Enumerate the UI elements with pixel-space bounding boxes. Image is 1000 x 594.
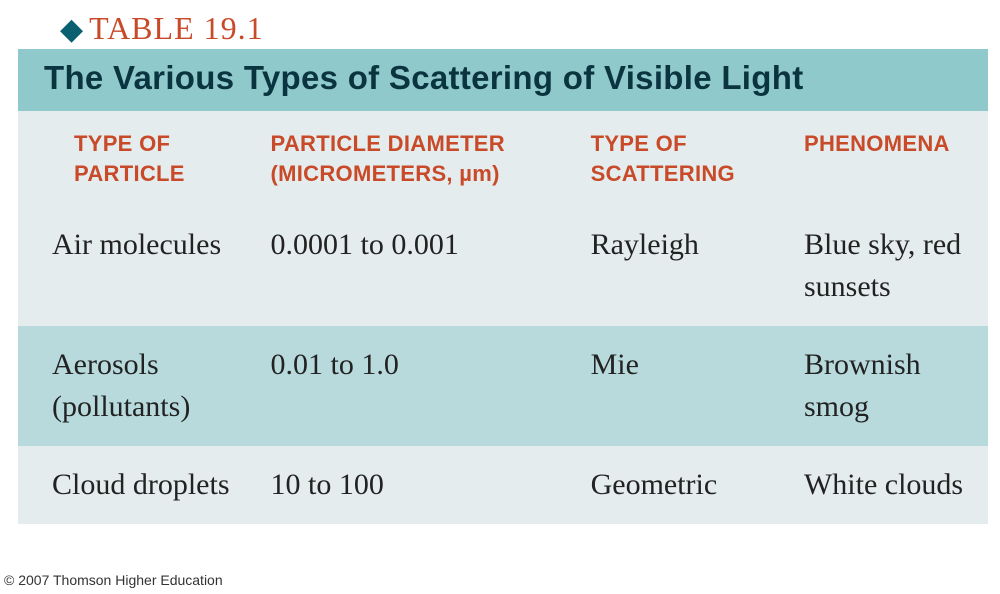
cell-particle: Aerosols (pollutants) (18, 326, 261, 446)
col-header-phenomena: PHENOMENA (794, 111, 988, 206)
cell-scattering: Rayleigh (581, 206, 794, 326)
cell-particle: Cloud droplets (18, 446, 261, 524)
table-row: Air molecules 0.0001 to 0.001 Rayleigh B… (18, 206, 988, 326)
cell-scattering: Mie (581, 326, 794, 446)
col-header-text: SCATTERING (591, 161, 735, 186)
cell-particle: Air molecules (18, 206, 261, 326)
col-header-text: PARTICLE DIAMETER (271, 131, 505, 156)
table-title-bar: The Various Types of Scattering of Visib… (18, 49, 988, 111)
copyright: © 2007 Thomson Higher Education (4, 572, 223, 588)
col-header-text: PHENOMENA (804, 131, 950, 156)
table-row: Aerosols (pollutants) 0.01 to 1.0 Mie Br… (18, 326, 988, 446)
table-label-row: ◆ TABLE 19.1 (18, 10, 988, 47)
col-header-text: TYPE OF (74, 131, 170, 156)
col-header-text: m) (472, 161, 500, 186)
header-row: TYPE OF PARTICLE PARTICLE DIAMETER (MICR… (18, 111, 988, 206)
col-header-diameter: PARTICLE DIAMETER (MICROMETERS, µm) (261, 111, 581, 206)
scattering-table: TYPE OF PARTICLE PARTICLE DIAMETER (MICR… (18, 111, 988, 524)
col-header-scattering: TYPE OF SCATTERING (581, 111, 794, 206)
cell-scattering: Geometric (581, 446, 794, 524)
bullet-icon: ◆ (60, 15, 83, 45)
mu-symbol: µ (459, 161, 472, 186)
cell-diameter: 0.01 to 1.0 (261, 326, 581, 446)
cell-diameter: 0.0001 to 0.001 (261, 206, 581, 326)
table-number: TABLE 19.1 (89, 10, 264, 47)
table-container: ◆ TABLE 19.1 The Various Types of Scatte… (18, 10, 988, 524)
col-header-text: (MICROMETERS, (271, 161, 460, 186)
cell-phenomena: White clouds (794, 446, 988, 524)
col-header-text: TYPE OF (591, 131, 687, 156)
col-header-text: PARTICLE (74, 161, 185, 186)
col-header-particle: TYPE OF PARTICLE (18, 111, 261, 206)
cell-diameter: 10 to 100 (261, 446, 581, 524)
cell-phenomena: Brownish smog (794, 326, 988, 446)
table-title: The Various Types of Scattering of Visib… (44, 59, 962, 97)
cell-phenomena: Blue sky, red sunsets (794, 206, 988, 326)
table-row: Cloud droplets 10 to 100 Geometric White… (18, 446, 988, 524)
